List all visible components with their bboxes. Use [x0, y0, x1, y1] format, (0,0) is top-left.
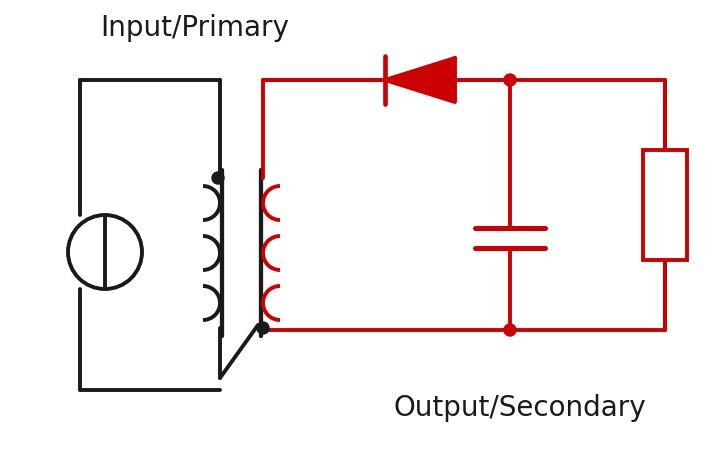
- Circle shape: [212, 172, 224, 184]
- Text: Output/Secondary: Output/Secondary: [393, 394, 646, 422]
- Circle shape: [257, 322, 269, 334]
- FancyBboxPatch shape: [643, 150, 687, 260]
- Circle shape: [504, 74, 516, 86]
- Circle shape: [504, 324, 516, 336]
- Polygon shape: [385, 58, 455, 102]
- Text: Input/Primary: Input/Primary: [101, 14, 289, 42]
